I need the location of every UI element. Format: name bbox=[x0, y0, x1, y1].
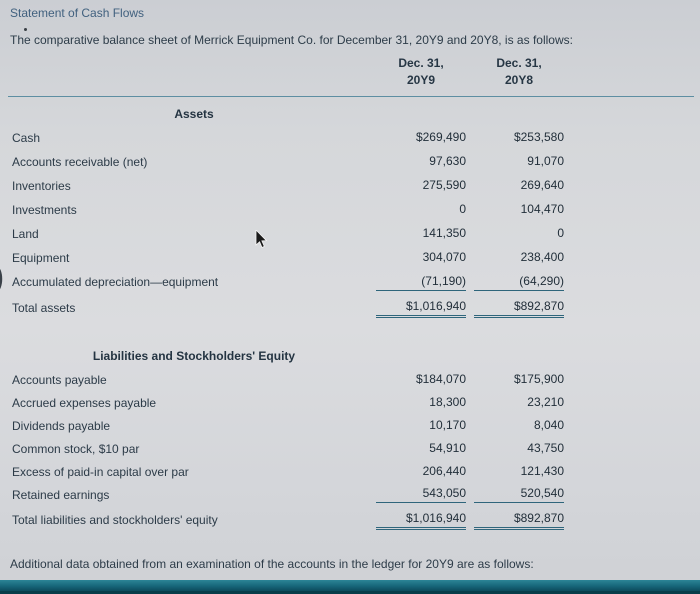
amount-20y8: $892,870 bbox=[474, 299, 564, 318]
amount-20y9: $1,016,940 bbox=[376, 299, 466, 318]
row-label: Accounts payable bbox=[12, 372, 107, 387]
header-divider bbox=[8, 96, 694, 97]
amount-20y8: 269,640 bbox=[520, 178, 564, 192]
stray-mark bbox=[24, 28, 27, 31]
row-label: Equipment bbox=[12, 251, 70, 265]
amount-20y9: $1,016,940 bbox=[376, 511, 466, 530]
row-label: Accrued expenses payable bbox=[12, 395, 157, 410]
column-header-20y9: Dec. 31, 20Y9 bbox=[376, 55, 466, 89]
row-label: Common stock, $10 par bbox=[12, 441, 140, 456]
total-assets-row: Total assets $1,016,940 $892,870 bbox=[12, 294, 564, 321]
table-row: Land 141,350 0 bbox=[12, 222, 564, 246]
amount-20y8: 520,540 bbox=[474, 486, 564, 503]
table-row: Excess of paid-in capital over par 206,4… bbox=[12, 460, 564, 483]
section-heading-assets: Assets bbox=[174, 107, 214, 121]
table-row: Accounts receivable (net) 97,630 91,070 bbox=[12, 150, 564, 174]
table-row: Dividends payable 10,170 8,040 bbox=[12, 414, 564, 437]
additional-data-note: Additional data obtained from an examina… bbox=[10, 557, 534, 571]
row-label: Inventories bbox=[12, 179, 71, 193]
amount-20y9: $184,070 bbox=[415, 371, 466, 386]
table-row: Investments 0 104,470 bbox=[12, 198, 564, 222]
column-header-20y9-line1: Dec. 31, bbox=[398, 56, 444, 70]
amount-20y8: 238,400 bbox=[520, 250, 564, 264]
column-header-20y8-line2: 20Y8 bbox=[504, 73, 534, 87]
amount-20y9: 275,590 bbox=[422, 178, 466, 192]
amount-20y9: 141,350 bbox=[422, 226, 466, 240]
row-label: Retained earnings bbox=[12, 487, 110, 502]
mouse-cursor-icon bbox=[255, 230, 268, 249]
balance-sheet-table: Assets Cash $269,490 $253,580 Accounts r… bbox=[12, 102, 564, 533]
row-label: Land bbox=[12, 227, 39, 241]
row-label: Excess of paid-in capital over par bbox=[12, 464, 189, 479]
table-row: Accounts payable $184,070 $175,900 bbox=[12, 368, 564, 391]
total-liabilities-row: Total liabilities and stockholders' equi… bbox=[12, 506, 564, 533]
column-headers: Dec. 31, 20Y9 Dec. 31, 20Y8 bbox=[12, 55, 564, 89]
amount-20y8: 91,070 bbox=[527, 154, 564, 168]
amount-20y9: 54,910 bbox=[429, 440, 466, 455]
amount-20y8: $892,870 bbox=[474, 511, 564, 530]
amount-20y8: 23,210 bbox=[527, 394, 564, 409]
assets-section: Assets Cash $269,490 $253,580 Accounts r… bbox=[12, 102, 564, 321]
amount-20y9: 206,440 bbox=[422, 463, 466, 478]
table-row: Retained earnings 543,050 520,540 bbox=[12, 483, 564, 506]
amount-20y9: 0 bbox=[459, 202, 466, 216]
amount-20y9: 97,630 bbox=[429, 154, 466, 168]
amount-20y9: $269,490 bbox=[415, 130, 466, 144]
amount-20y8: 0 bbox=[557, 226, 564, 240]
amount-20y8: 121,430 bbox=[520, 463, 564, 478]
row-label: Dividends payable bbox=[12, 418, 111, 433]
amount-20y8: 43,750 bbox=[527, 440, 564, 455]
row-label: Investments bbox=[12, 203, 77, 217]
table-row: Inventories 275,590 269,640 bbox=[12, 174, 564, 198]
amount-20y8: $253,580 bbox=[513, 130, 564, 144]
amount-20y9: 304,070 bbox=[422, 250, 466, 264]
liabilities-section: Liabilities and Stockholders' Equity Acc… bbox=[12, 344, 564, 533]
column-header-20y8: Dec. 31, 20Y8 bbox=[474, 55, 564, 89]
row-label: Cash bbox=[12, 131, 41, 145]
table-row: Cash $269,490 $253,580 bbox=[12, 126, 564, 150]
amount-20y9: (71,190) bbox=[376, 274, 466, 291]
amount-20y9: 18,300 bbox=[429, 394, 466, 409]
amount-20y8: $175,900 bbox=[513, 371, 564, 386]
table-row: Accumulated depreciation—equipment (71,1… bbox=[12, 270, 564, 294]
amount-20y9: 10,170 bbox=[429, 417, 466, 432]
amount-20y8: 8,040 bbox=[533, 417, 564, 432]
row-label: Accounts receivable (net) bbox=[12, 155, 148, 169]
amount-20y9: 543,050 bbox=[376, 486, 466, 503]
row-label: Total assets bbox=[12, 300, 76, 315]
column-header-20y9-line2: 20Y9 bbox=[406, 73, 436, 87]
table-row: Common stock, $10 par 54,910 43,750 bbox=[12, 437, 564, 460]
bottom-taskbar-strip bbox=[0, 580, 700, 594]
amount-20y8: (64,290) bbox=[474, 274, 564, 291]
row-label: Accumulated depreciation—equipment bbox=[12, 275, 219, 289]
intro-text: The comparative balance sheet of Merrick… bbox=[10, 33, 573, 47]
table-row: Equipment 304,070 238,400 bbox=[12, 246, 564, 270]
page-title: Statement of Cash Flows bbox=[10, 6, 145, 20]
row-label: Total liabilities and stockholders' equi… bbox=[12, 512, 218, 527]
amount-20y8: 104,470 bbox=[520, 202, 564, 216]
section-heading-liabilities: Liabilities and Stockholders' Equity bbox=[92, 349, 296, 363]
column-header-20y8-line1: Dec. 31, bbox=[496, 56, 542, 70]
table-row: Accrued expenses payable 18,300 23,210 bbox=[12, 391, 564, 414]
edge-artifact: ) bbox=[0, 258, 4, 297]
